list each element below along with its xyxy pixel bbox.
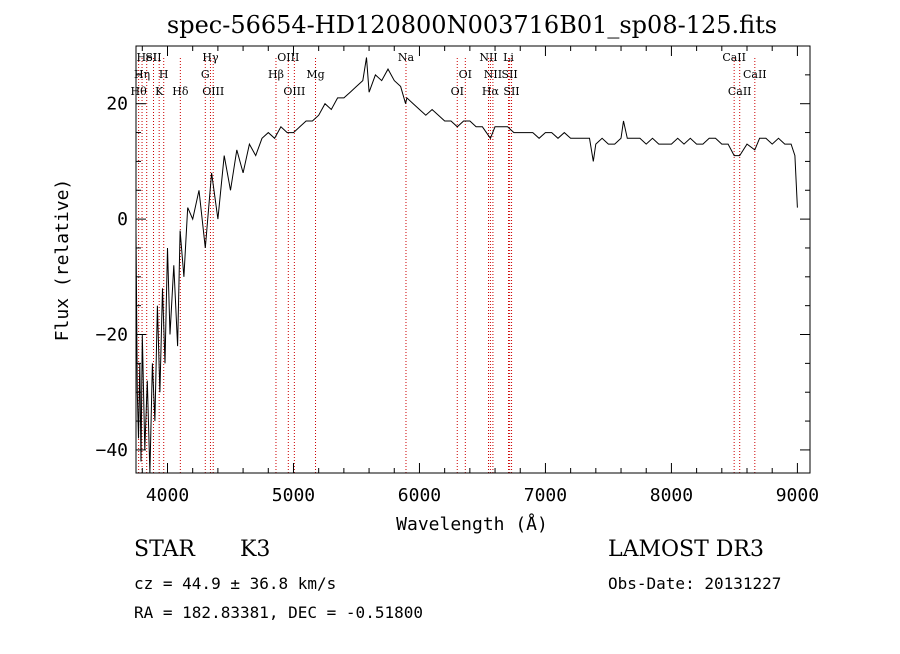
y-tick-label: −40	[95, 440, 128, 461]
line-marker-label: G	[201, 68, 210, 81]
x-tick-label: 6000	[398, 485, 441, 506]
line-marker-label: OIII	[202, 85, 224, 98]
y-axis-label: Flux (relative)	[52, 179, 73, 342]
x-tick-label: 8000	[650, 485, 693, 506]
line-marker-label: SII	[503, 85, 519, 98]
x-axis-label: Wavelength (Å)	[396, 513, 548, 535]
object-class: STAR	[134, 537, 195, 562]
line-labels: HθHηHeISIIKHHδGHγOIIIHβOIIIOIIIMgNaOIOIN…	[131, 51, 767, 98]
x-tick-label: 7000	[524, 485, 567, 506]
line-marker-label: OIII	[277, 51, 299, 64]
x-tick-label: 9000	[776, 485, 819, 506]
line-marker-label: Hβ	[268, 68, 284, 81]
line-marker-label: NII	[484, 68, 502, 81]
line-markers	[138, 58, 756, 473]
survey-name: LAMOST DR3	[608, 537, 764, 562]
line-marker-label: OI	[451, 85, 464, 98]
redshift-velocity: cz = 44.9 ± 36.8 km/s	[134, 574, 337, 593]
line-marker-label: Na	[398, 51, 415, 64]
line-marker-label: H	[159, 68, 169, 81]
line-marker-label: Li	[503, 51, 514, 64]
line-marker-label: CaII	[728, 85, 752, 98]
line-marker-label: K	[155, 85, 164, 98]
line-marker-label: Hδ	[172, 85, 189, 98]
x-tick-label: 5000	[272, 485, 315, 506]
line-marker-label: HeI	[136, 51, 156, 64]
line-marker-label: OI	[459, 68, 472, 81]
coordinates: RA = 182.83381, DEC = -0.51800	[134, 603, 423, 622]
line-marker-label: Hγ	[202, 51, 219, 64]
line-marker-label: SII	[502, 68, 518, 81]
object-subclass: K3	[240, 537, 271, 562]
line-marker-label: CaII	[743, 68, 767, 81]
y-tick-label: 20	[106, 94, 128, 115]
y-tick-label: −20	[95, 325, 128, 346]
plot-frame	[135, 45, 811, 474]
line-marker-label: CaII	[722, 51, 746, 64]
x-tick-label: 4000	[146, 485, 189, 506]
y-axis: −40 −20 0 20	[95, 74, 810, 461]
line-marker-label: Mg	[306, 68, 324, 81]
spectrum-series	[135, 57, 798, 474]
line-marker-label: Hα	[482, 85, 500, 98]
line-marker-label: NII	[479, 51, 497, 64]
line-marker-label: Hη	[134, 68, 150, 81]
chart-title: spec-56654-HD120800N003716B01_sp08-125.f…	[167, 11, 777, 39]
x-axis: 4000 5000 6000 7000 8000 9000	[141, 46, 819, 506]
observation-date: Obs-Date: 20131227	[608, 574, 782, 593]
line-marker-label: SII	[145, 51, 161, 64]
y-tick-label: 0	[117, 209, 128, 230]
line-marker-label: OIII	[283, 85, 305, 98]
line-marker-label: Hθ	[131, 85, 148, 98]
